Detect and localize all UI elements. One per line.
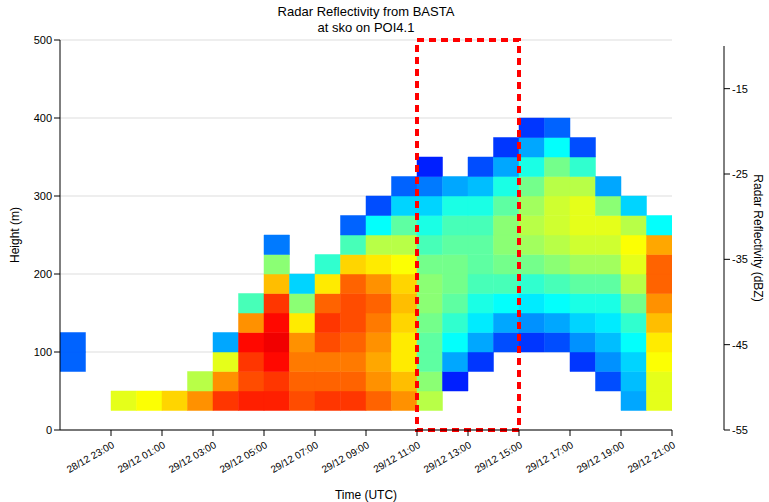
svg-text:29/12 19:00: 29/12 19:00 — [575, 439, 627, 475]
svg-text:-15: -15 — [732, 83, 748, 95]
svg-text:29/12 01:00: 29/12 01:00 — [116, 439, 168, 475]
svg-text:200: 200 — [34, 268, 52, 280]
svg-text:300: 300 — [34, 190, 52, 202]
html-text:at sko on POI4.1: at sko on POI4.1 — [317, 20, 415, 35]
svg-text:100: 100 — [34, 346, 52, 358]
svg-text:29/12 03:00: 29/12 03:00 — [167, 439, 219, 475]
svg-text:-25: -25 — [732, 168, 748, 180]
svg-text:29/12 15:00: 29/12 15:00 — [473, 439, 525, 475]
svg-text:29/12 09:00: 29/12 09:00 — [320, 439, 372, 475]
svg-text:Height (m): Height (m) — [8, 207, 22, 263]
svg-text:29/12 17:00: 29/12 17:00 — [524, 439, 576, 475]
html-text:Radar Reflectivity from BASTA: Radar Reflectivity from BASTA — [277, 4, 455, 19]
svg-text:500: 500 — [34, 34, 52, 46]
svg-text:-55: -55 — [732, 424, 748, 436]
svg-text:29/12 21:00: 29/12 21:00 — [626, 439, 678, 475]
svg-text:29/12 11:00: 29/12 11:00 — [371, 439, 422, 475]
svg-text:29/12 05:00: 29/12 05:00 — [218, 439, 270, 475]
svg-text:-35: -35 — [732, 253, 748, 265]
svg-text:29/12 13:00: 29/12 13:00 — [422, 439, 474, 475]
svg-text:Radar Reflectivity (dBZ): Radar Reflectivity (dBZ) — [751, 174, 765, 301]
svg-text:-45: -45 — [732, 339, 748, 351]
svg-text:Time (UTC): Time (UTC) — [335, 488, 397, 502]
svg-text:29/12 07:00: 29/12 07:00 — [269, 439, 321, 475]
svg-text:28/12 23:00: 28/12 23:00 — [65, 439, 117, 475]
svg-text:0: 0 — [46, 424, 52, 436]
svg-text:400: 400 — [34, 112, 52, 124]
